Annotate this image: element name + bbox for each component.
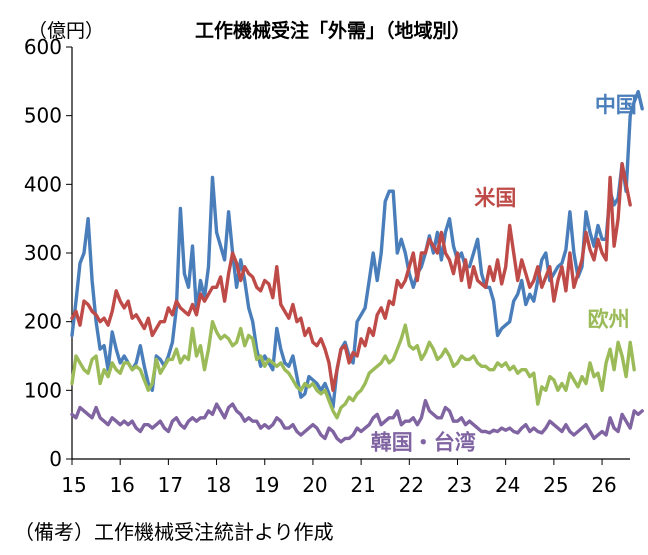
x-tick-label: 20 bbox=[302, 473, 327, 497]
series-label-3: 韓国・台湾 bbox=[371, 430, 476, 454]
series-line-1 bbox=[70, 161, 632, 392]
x-tick-label: 22 bbox=[399, 473, 424, 497]
y-tick-label: 100 bbox=[24, 378, 62, 402]
series-group bbox=[70, 89, 644, 444]
chart-title: 工作機械受注「外需」（地域別） bbox=[195, 19, 471, 42]
x-tick-label: 25 bbox=[543, 473, 568, 497]
series-label-0: 中国 bbox=[595, 93, 637, 117]
x-tick-label: 17 bbox=[158, 473, 183, 497]
axes: 0 100 200 300 400 500 600 15 16 17 18 19 20 21 22 23 24 2… bbox=[24, 35, 630, 497]
y-unit-label: （億円） bbox=[28, 20, 104, 42]
source-note: （備考）工作機械受注統計より作成 bbox=[14, 520, 334, 544]
y-tick-label: 600 bbox=[24, 35, 62, 59]
series-label-1: 米国 bbox=[474, 186, 516, 210]
y-tick-label: 200 bbox=[24, 310, 62, 334]
x-tick-label: 24 bbox=[495, 473, 520, 497]
series-line-2 bbox=[70, 320, 636, 420]
series-line-3 bbox=[70, 398, 644, 444]
x-tick-label: 26 bbox=[591, 473, 616, 497]
series-label-2: 欧州 bbox=[588, 307, 630, 331]
x-tick-label: 18 bbox=[206, 473, 231, 497]
x-tick-label: 19 bbox=[254, 473, 279, 497]
x-tick-label: 15 bbox=[61, 473, 86, 497]
y-tick-label: 400 bbox=[24, 172, 62, 196]
x-tick-label: 16 bbox=[109, 473, 134, 497]
x-tick-label: 21 bbox=[350, 473, 375, 497]
x-tick-label: 23 bbox=[447, 473, 472, 497]
y-tick-label: 0 bbox=[49, 447, 62, 471]
y-tick-label: 500 bbox=[24, 104, 62, 128]
y-tick-label: 300 bbox=[24, 241, 62, 265]
